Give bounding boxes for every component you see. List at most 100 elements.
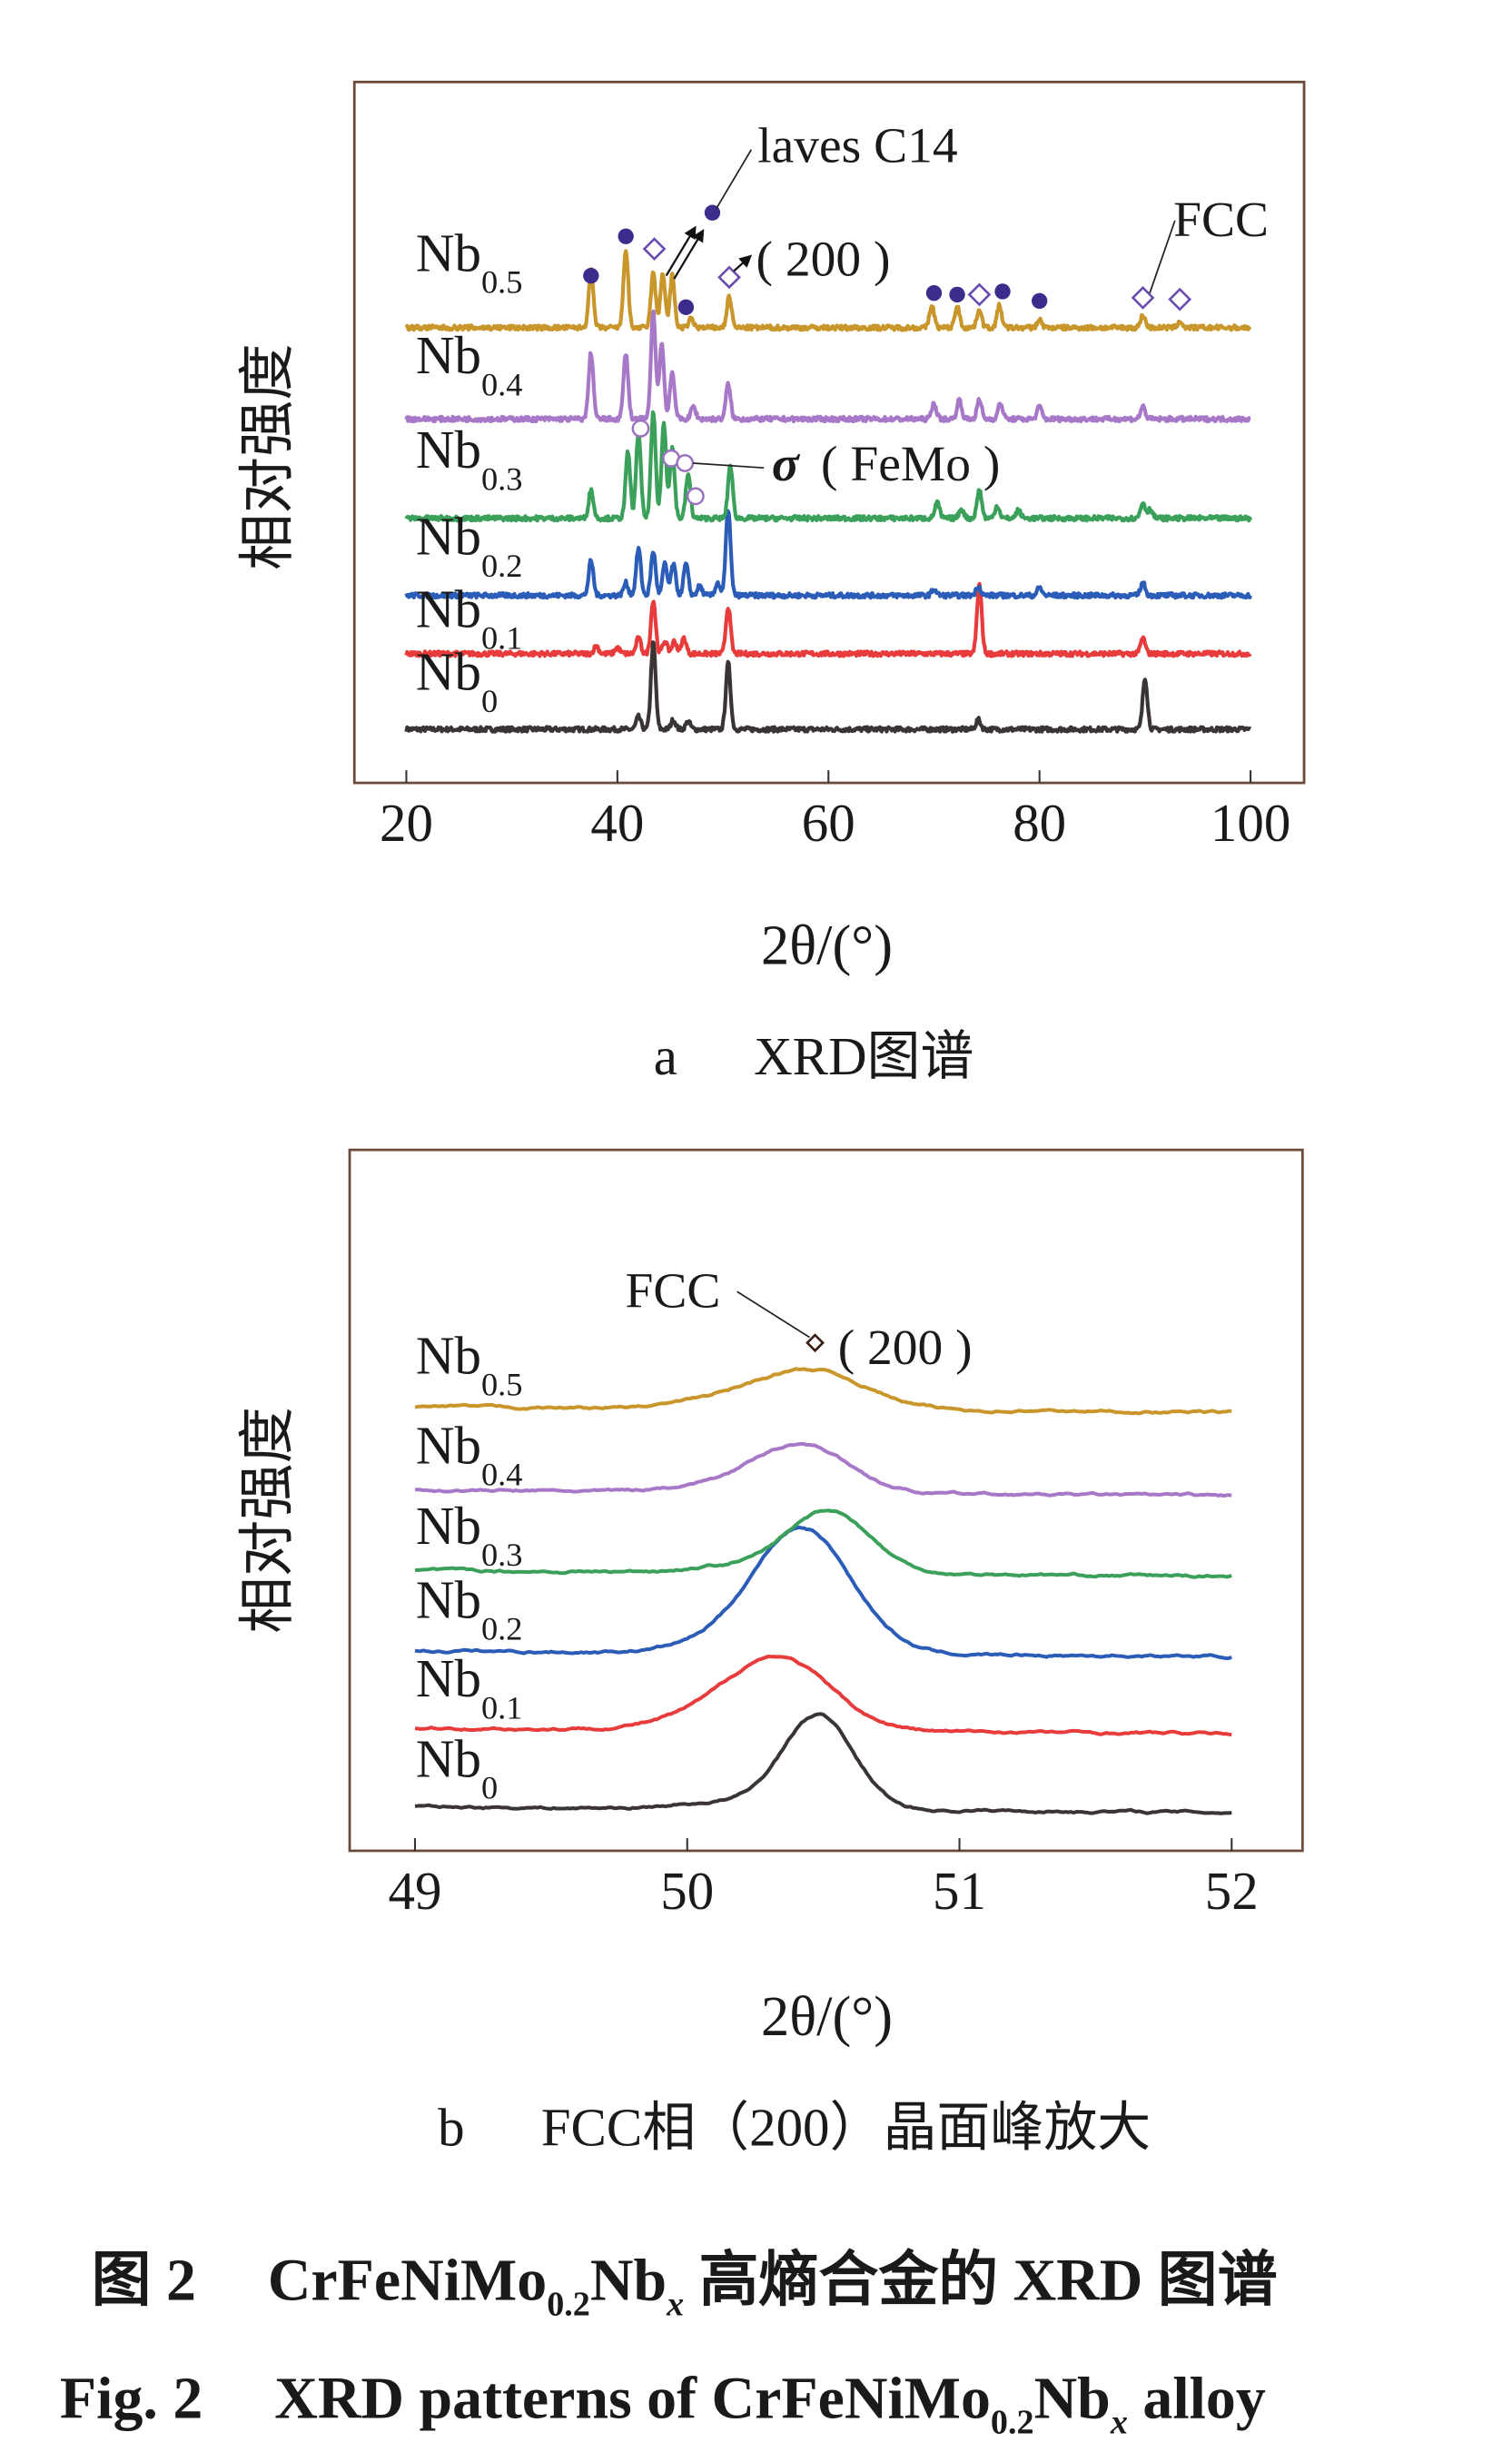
laves-arrow-1 [665,225,697,277]
x-tick-label: 20 [380,793,433,853]
series-nb-0.1-curve [404,581,1252,658]
zoom-series-nb-0.3-curve [414,1508,1232,1579]
panel-a-caption: a XRD图谱 [654,1026,974,1086]
fcc-marker [642,237,667,261]
series-nb-0.3-curve [404,410,1253,523]
series-label-sub: 0.4 [481,1457,523,1493]
laves-marker [1032,292,1048,310]
figure-caption-en: Fig. 2 XRD patterns of CrFeNiMo0.2Nbx al… [60,2365,1266,2441]
x-tick-label: 49 [389,1861,442,1921]
panel-a-markers [583,204,1192,506]
laves-marker [949,286,965,303]
panel-a-x-ticks: 20 40 60 80 100 [380,770,1290,853]
zoom-series-nb-0.1-curve [414,1654,1232,1737]
panel-b-y-label: 相对强度 [236,1407,300,1634]
en-nb: Nb [1034,2365,1111,2431]
sigma-annotation: σ ( FeMo ) [772,437,1001,492]
cn-sub-x: x [666,2286,684,2324]
series-label-name: Nb [416,1728,481,1788]
series-label-sub: 0.5 [481,1367,523,1403]
zoom-series-nb-0-curve [414,1712,1232,1815]
panel-b-fcc-leader [736,1290,810,1339]
laves-marker [583,267,599,284]
series-label-name: Nb [416,642,481,702]
panel-a-x-label: 2θ/(°) [761,914,893,977]
x-tick-label: 50 [660,1861,714,1921]
zoom-series-nb-0.4-curve [414,1441,1232,1498]
series-label-nb-0.2: Nb0.2 [416,507,523,584]
series-label-sub: 0.1 [481,620,523,657]
series-nb-0.2-curve [404,509,1253,600]
series-label-nb-0.1: Nb0.1 [416,578,523,656]
panel-a-y-label: 相对强度 [236,343,300,570]
en-sub-mo: 0.2 [991,2404,1034,2442]
cn-sub-mo: 0.2 [547,2286,590,2324]
series-label-name: Nb [416,1496,481,1556]
panel-b-caption-text: FCC相（200）晶面峰放大 [541,2097,1151,2157]
laves-leader-line [716,149,753,209]
sigma-symbol: σ [772,437,801,492]
en-suffix: alloy [1128,2365,1266,2431]
cn-suffix: 高熵合金的 XRD 图谱 [684,2247,1277,2313]
laves-marker [677,299,695,315]
x-tick-label: 80 [1013,793,1066,853]
zoom-series-nb-0.5-curve [414,1367,1232,1416]
series-label-name: Nb [416,1415,481,1475]
panel-b-curves [414,1367,1232,1815]
panel-b-x-ticks: 49 50 51 52 [389,1838,1259,1921]
series-label-name: Nb [416,578,481,638]
fcc200-arrow [733,254,753,272]
cn-formula: CrFeNiMo [268,2247,547,2313]
en-sub-x: x [1110,2404,1128,2442]
series-nb-0.5-curve [404,249,1252,332]
zoom-series-nb-0.2-curve [414,1525,1232,1661]
x-tick-label: 60 [802,793,855,853]
sigma-marker [686,487,705,506]
panel-b-caption: b FCC相（200）晶面峰放大 [438,2097,1151,2157]
panel-b-frame [348,1148,1304,1853]
cn-nb: Nb [590,2247,667,2313]
fcc200-annotation: ( 200 ) [756,232,891,288]
series-label-sub: 0.3 [481,460,523,497]
series-label-name: Nb [416,1569,481,1629]
laves-annotation: laves C14 [757,119,957,174]
series-label-sub: 0.2 [481,548,523,584]
panel-a-curves [404,249,1253,734]
zoom-series-label-nb-0.5: Nb0.5 [416,1325,523,1402]
series-label-sub: 0.1 [481,1689,523,1725]
sigma-marker [631,419,650,438]
series-label-sub: 0.4 [481,366,523,402]
sigma-marker [676,454,695,472]
zoom-series-label-nb-0.4: Nb0.4 [416,1415,523,1492]
series-nb-0.4-curve [404,309,1252,424]
laves-arrow-2 [673,229,705,280]
x-tick-label: 52 [1205,1861,1259,1921]
laves-marker [994,283,1011,300]
series-label-sub: 0.2 [481,1611,523,1647]
series-label-nb-0: Nb0 [416,642,498,719]
series-label-name: Nb [416,1648,481,1708]
fcc-marker [717,265,741,290]
panel-b-x-label: 2θ/(°) [761,1984,893,2048]
series-label-name: Nb [416,222,481,282]
sigma-leader-line [693,462,765,470]
series-label-name: Nb [416,420,481,480]
panel-b-fcc-annotation: FCC [626,1264,721,1320]
panel-b-letter: b [438,2097,464,2157]
cn-fig-label: 图 2 [92,2247,196,2313]
series-nb-0-curve [404,640,1252,734]
laves-marker [618,228,634,244]
series-label-name: Nb [416,1325,481,1385]
zoom-series-label-nb-0.1: Nb0.1 [416,1648,523,1725]
fcc-annotation: FCC [1173,193,1269,248]
series-label-sub: 0.5 [481,264,523,301]
en-fig-label: Fig. 2 [60,2365,203,2431]
series-label-sub: 0 [481,683,498,719]
series-label-name: Nb [416,325,481,385]
series-label-nb-0.4: Nb0.4 [416,325,523,402]
panel-b-fcc-diamond [805,1333,825,1353]
